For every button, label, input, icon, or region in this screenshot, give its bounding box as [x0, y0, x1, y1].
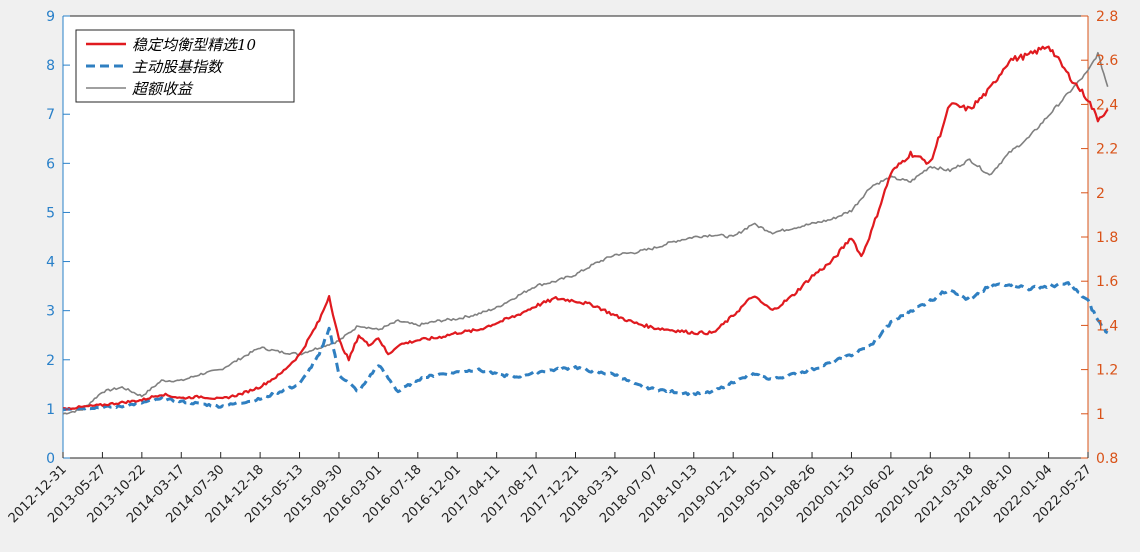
right-y-tick-label: 2.4 [1096, 97, 1118, 113]
right-y-tick-label: 1.2 [1096, 363, 1118, 379]
right-y-tick-label: 2 [1096, 186, 1105, 202]
right-y-tick-label: 1.6 [1096, 274, 1118, 290]
right-y-tick-label: 2.2 [1096, 142, 1118, 158]
right-y-tick-label: 1 [1096, 407, 1105, 423]
right-y-tick-label: 2.6 [1096, 53, 1118, 69]
left-y-tick-label: 4 [46, 255, 55, 271]
left-y-tick-label: 6 [46, 156, 55, 172]
left-y-tick-label: 9 [46, 9, 55, 25]
left-y-tick-label: 2 [46, 353, 55, 369]
left-y-tick-label: 8 [46, 58, 55, 74]
right-y-tick-label: 1.8 [1096, 230, 1118, 246]
series-line-1 [62, 281, 1109, 412]
left-y-tick-label: 1 [46, 402, 55, 418]
series-layer [62, 45, 1109, 415]
left-y-tick-label: 3 [46, 304, 55, 320]
right-y-tick-label: 0.8 [1096, 451, 1118, 467]
legend-label: 主动股基指数 [132, 58, 224, 76]
legend-label: 超额收益 [132, 80, 194, 98]
right-y-tick-label: 1.4 [1096, 318, 1118, 334]
legend-box [75, 29, 295, 103]
left-y-tick-label: 0 [46, 451, 55, 467]
legend-label: 稳定均衡型精选10 [132, 36, 257, 54]
left-y-tick-label: 5 [46, 205, 55, 221]
left-y-tick-label: 7 [46, 107, 55, 123]
right-y-tick-label: 2.8 [1096, 9, 1118, 25]
series-line-2 [62, 51, 1109, 415]
series-line-0 [63, 45, 1109, 411]
